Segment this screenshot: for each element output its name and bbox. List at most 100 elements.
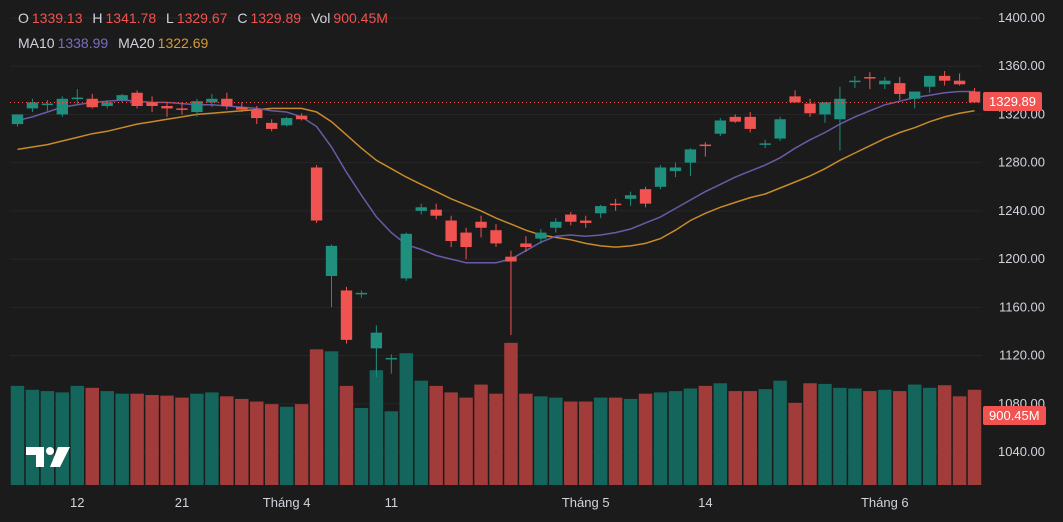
candle [953,73,966,86]
candle [879,77,891,90]
volume-bar [967,389,982,485]
volume-bar [713,383,728,485]
candle [71,89,83,105]
candle [938,71,951,86]
volume-bar [504,342,518,485]
volume-bar [264,404,279,485]
candle [176,102,188,115]
candle-body [968,91,981,103]
candle [11,114,24,127]
candle [624,191,637,207]
candle-body [550,221,562,228]
candle [370,325,383,378]
volume-bar [698,385,713,485]
volume-bar [668,391,683,485]
candle-body [909,91,921,99]
volume-bar [100,391,114,485]
close-key: C [237,10,248,26]
volume-bar [638,393,653,485]
candle-body [176,108,188,110]
candle-body [146,102,158,107]
candle-body [236,107,248,110]
candle [535,228,547,244]
volume-bar [893,391,907,485]
candle [266,119,278,132]
candle [684,148,697,176]
volume-bar [878,389,892,485]
ma20-line [17,107,975,248]
candle-body [26,102,39,109]
candle-body [594,206,607,214]
volume-bar [55,392,70,485]
x-tick-label: 12 [70,495,84,510]
volume-key: Vol [310,10,331,26]
volume-bar [399,353,414,485]
candle [565,212,577,226]
candle-body [430,209,442,216]
ohlc-legend: O 1339.13 H 1341.78 L 1329.67 C 1329.89 Vol 9… [18,10,394,26]
candle [654,165,667,190]
candle-body [251,109,263,119]
candle-body [774,119,786,139]
price-axis[interactable]: 1400.001360.001320.001280.001240.001200.… [998,10,1045,459]
candle-body [505,256,517,262]
candle [430,203,442,220]
volume-bar [758,389,772,485]
volume-bar [444,392,458,485]
candle [116,93,128,103]
ma-legend: MA10 1338.99 MA20 1322.69 [18,35,214,51]
candle [968,87,981,103]
candle-body [86,98,98,108]
ma20-series [17,107,975,248]
volume-bar [578,401,593,485]
volume-bar [608,397,623,485]
volume-bar [952,396,967,485]
candle [415,203,427,215]
candle-body [295,115,308,120]
candle-body [804,103,816,114]
ma10-value: 1338.99 [57,35,109,51]
volume-bar [788,402,802,485]
volume-bar [160,395,174,485]
high-key: H [92,10,103,26]
candle-body [116,95,128,100]
candle [759,139,771,149]
volume-bar [309,349,324,485]
volume-bar [369,370,384,485]
candle-body [475,221,487,228]
volume-bar [863,391,877,485]
candle [520,236,532,252]
candle-body [490,230,502,244]
candle-body [744,116,756,129]
candle-body [923,75,936,87]
candle-body [206,98,218,103]
candle [639,186,652,208]
ma10-key: MA10 [18,35,55,51]
candle [325,244,338,308]
ma20-key: MA20 [118,35,155,51]
candle [594,204,607,219]
candle-body [400,233,412,279]
high-value: 1341.78 [105,10,157,26]
candle-body [101,102,113,107]
volume-bar [519,393,533,485]
candle [909,91,921,109]
candle [923,75,936,93]
volume-bar [250,401,264,485]
candle [56,96,69,117]
volume-bar [907,384,922,485]
time-axis[interactable]: 12 21 Tháng 4 11 Tháng 5 14 Tháng 6 [70,495,909,510]
y-tick-label: 1200.00 [998,251,1045,266]
candle [236,102,248,113]
volume-bar [818,383,832,485]
x-tick-label: Tháng 6 [861,495,909,510]
x-tick-label: Tháng 4 [263,495,311,510]
current-price-badge: 1329.89 [983,92,1042,111]
candle [460,227,472,260]
volume-bar [175,397,189,485]
tradingview-logo-icon[interactable] [24,443,74,471]
volume-bar [145,395,159,485]
volume-bar [534,396,548,485]
candle-body [266,122,278,129]
